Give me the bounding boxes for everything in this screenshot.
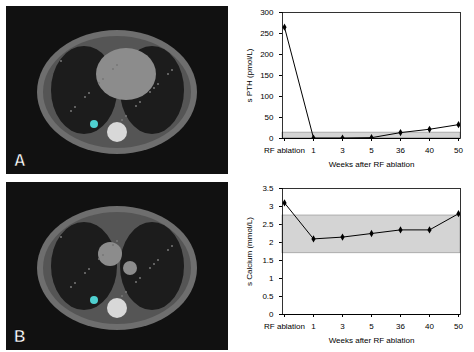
svg-text:A: A xyxy=(14,152,26,169)
svg-text:s PTH (pmol/L): s PTH (pmol/L) xyxy=(245,48,254,102)
svg-text:3: 3 xyxy=(340,146,345,155)
svg-text:2: 2 xyxy=(269,238,274,247)
svg-text:0.5: 0.5 xyxy=(262,292,274,301)
svg-text:1.5: 1.5 xyxy=(262,256,274,265)
svg-text:36: 36 xyxy=(396,146,405,155)
svg-text:2.5: 2.5 xyxy=(262,220,274,229)
svg-text:3: 3 xyxy=(269,202,274,211)
svg-text:50: 50 xyxy=(454,146,463,155)
svg-text:RF ablation: RF ablation xyxy=(264,146,305,155)
svg-text:s Calcium (mmol/L): s Calcium (mmol/L) xyxy=(245,217,254,286)
svg-text:Weeks after RF ablation: Weeks after RF ablation xyxy=(329,160,415,169)
svg-text:50: 50 xyxy=(454,322,463,331)
svg-text:3.5: 3.5 xyxy=(262,184,274,193)
svg-text:40: 40 xyxy=(425,322,434,331)
svg-text:1: 1 xyxy=(311,322,316,331)
svg-text:50: 50 xyxy=(265,113,274,122)
svg-text:1: 1 xyxy=(311,146,316,155)
svg-text:300: 300 xyxy=(260,8,274,17)
svg-text:3: 3 xyxy=(340,322,345,331)
svg-text:RF ablation: RF ablation xyxy=(264,322,305,331)
svg-text:250: 250 xyxy=(260,29,274,38)
svg-text:1: 1 xyxy=(269,274,274,283)
svg-text:100: 100 xyxy=(260,92,274,101)
svg-text:200: 200 xyxy=(260,50,274,59)
svg-text:0: 0 xyxy=(269,310,274,319)
svg-text:36: 36 xyxy=(396,322,405,331)
svg-text:0: 0 xyxy=(269,134,274,143)
svg-text:B: B xyxy=(14,328,26,345)
svg-text:40: 40 xyxy=(425,146,434,155)
svg-text:5: 5 xyxy=(369,146,374,155)
svg-text:150: 150 xyxy=(260,71,274,80)
svg-text:Weeks after RF ablation: Weeks after RF ablation xyxy=(329,336,415,345)
svg-text:5: 5 xyxy=(369,322,374,331)
